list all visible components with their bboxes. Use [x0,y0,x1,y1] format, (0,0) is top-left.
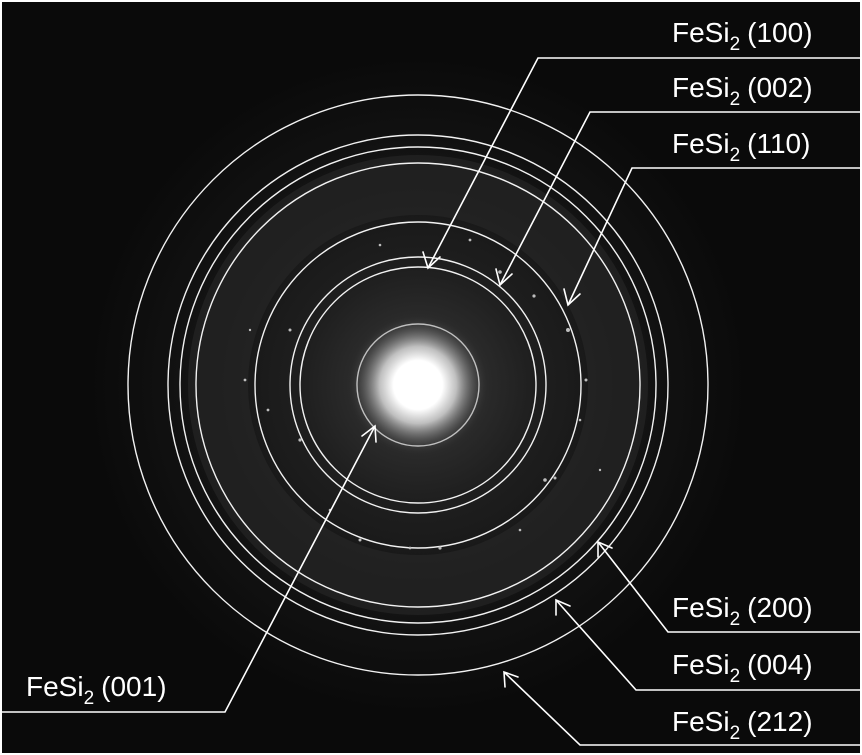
ring-6 [179,146,657,624]
label-compound: FeSi [672,17,730,48]
label-compound: FeSi [672,128,730,159]
label-fesi2-100: FeSi2 (100) [672,17,813,55]
central-beam-spot [395,363,441,409]
leader-fesi2-200 [597,541,862,633]
label-fesi2-002: FeSi2 (002) [672,72,813,110]
leader-fesi2-001 [2,425,376,713]
label-subscript: 2 [730,145,741,166]
ring-5 [195,162,641,608]
label-fesi2-200: FeSi2 (200) [672,592,813,630]
label-index: (200) [747,592,812,623]
label-index: (212) [747,706,812,737]
ring-7 [167,134,669,636]
leader-fesi2-100 [427,57,862,269]
ring-4 [254,221,582,549]
label-subscript: 2 [730,666,741,687]
ring-3 [289,256,547,514]
label-fesi2-004: FeSi2 (004) [672,649,813,687]
label-compound: FeSi [672,72,730,103]
arrowhead-fesi2-200 [597,540,613,558]
leader-fesi2-110 [567,167,862,306]
diffraction-rings [127,94,709,676]
label-index: (001) [101,671,166,702]
ring-2 [299,266,537,504]
label-fesi2-001: FeSi2 (001) [26,671,167,709]
diffuse-halo [188,155,648,615]
label-fesi2-110: FeSi2 (110) [672,128,810,166]
arrowhead-fesi2-110 [563,288,581,307]
arrowhead-fesi2-100 [422,251,441,270]
ring-8 [127,94,709,676]
label-compound: FeSi [672,592,730,623]
leader-fesi2-004 [555,599,862,691]
label-subscript: 2 [84,688,95,709]
label-subscript: 2 [730,723,741,744]
arrowhead-fesi2-002 [495,268,513,287]
label-index: (002) [747,72,812,103]
leader-fesi2-212 [503,671,862,746]
reflection-labels: FeSi2 (100) FeSi2 (002) FeSi2 (110) FeSi2 (2… [26,17,813,744]
label-compound: FeSi [26,671,84,702]
annotation-leaders [2,57,862,746]
label-subscript: 2 [730,34,741,55]
arrowhead-fesi2-001 [361,424,377,443]
label-subscript: 2 [730,89,741,110]
label-index: (100) [747,17,812,48]
label-compound: FeSi [672,649,730,680]
label-compound: FeSi [672,706,730,737]
label-subscript: 2 [730,609,741,630]
arrowhead-fesi2-212 [503,670,519,688]
leader-fesi2-002 [499,111,862,286]
label-index: (004) [747,649,812,680]
arrowhead-fesi2-004 [555,598,571,616]
diffraction-spots [243,238,602,550]
label-index: (110) [747,128,810,159]
label-fesi2-212: FeSi2 (212) [672,706,813,744]
